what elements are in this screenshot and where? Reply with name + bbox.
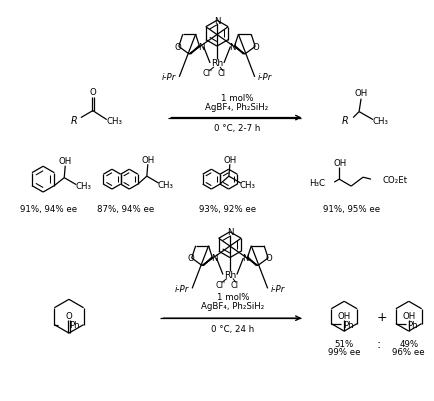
- Text: O: O: [253, 43, 260, 52]
- Text: 1 mol%: 1 mol%: [217, 292, 249, 301]
- Text: CH₃: CH₃: [158, 180, 174, 189]
- Text: +: +: [377, 310, 387, 323]
- Text: OH: OH: [402, 311, 415, 320]
- Text: 96% ee: 96% ee: [392, 348, 425, 356]
- Text: OH: OH: [59, 157, 72, 166]
- Text: Ph: Ph: [408, 320, 418, 329]
- Text: 51%: 51%: [335, 339, 354, 348]
- Text: 1 mol%: 1 mol%: [220, 94, 253, 103]
- Text: CH₃: CH₃: [373, 117, 389, 126]
- Text: H₃C: H₃C: [309, 178, 326, 187]
- Text: i-Pr: i-Pr: [257, 73, 272, 82]
- Text: i-Pr: i-Pr: [270, 284, 285, 293]
- Text: 87%, 94% ee: 87%, 94% ee: [97, 205, 154, 214]
- Text: :: :: [377, 337, 381, 350]
- Text: Cl': Cl': [203, 69, 213, 78]
- Text: 0 °C, 2-7 h: 0 °C, 2-7 h: [214, 124, 260, 133]
- Text: N: N: [198, 43, 205, 52]
- Text: N: N: [211, 254, 218, 263]
- Text: O: O: [174, 43, 181, 52]
- Text: Rh: Rh: [224, 270, 236, 279]
- Text: 0 °C, 24 h: 0 °C, 24 h: [211, 324, 254, 333]
- Text: 93%, 92% ee: 93%, 92% ee: [199, 205, 256, 214]
- Text: OH: OH: [355, 89, 368, 98]
- Text: Cl: Cl: [231, 280, 239, 289]
- Text: Ph: Ph: [69, 320, 79, 329]
- Text: OH: OH: [141, 156, 155, 164]
- Text: Ph: Ph: [343, 320, 353, 329]
- Text: Rh: Rh: [211, 59, 223, 68]
- Text: Cl': Cl': [216, 280, 226, 289]
- Text: OH: OH: [338, 311, 351, 320]
- Text: 91%, 95% ee: 91%, 95% ee: [322, 205, 380, 214]
- Text: 91%, 94% ee: 91%, 94% ee: [20, 205, 77, 214]
- Text: i-Pr: i-Pr: [162, 73, 177, 82]
- Text: O: O: [66, 311, 72, 320]
- Text: i-Pr: i-Pr: [175, 284, 189, 293]
- Text: O: O: [89, 88, 96, 97]
- Text: Cl: Cl: [218, 69, 226, 78]
- Text: N: N: [214, 17, 220, 26]
- Text: O: O: [266, 254, 273, 263]
- Text: CO₂Et: CO₂Et: [383, 175, 408, 184]
- Text: N: N: [229, 43, 236, 52]
- Text: R: R: [342, 115, 349, 125]
- Text: 99% ee: 99% ee: [328, 348, 360, 356]
- Text: R: R: [71, 115, 77, 125]
- Text: N: N: [227, 228, 233, 237]
- Text: CH₃: CH₃: [240, 180, 256, 189]
- Text: CH₃: CH₃: [75, 182, 91, 190]
- Text: OH: OH: [334, 158, 347, 167]
- Text: OH: OH: [223, 156, 237, 164]
- Text: AgBF₄, Ph₂SiH₂: AgBF₄, Ph₂SiH₂: [205, 103, 269, 112]
- Text: AgBF₄, Ph₂SiH₂: AgBF₄, Ph₂SiH₂: [201, 301, 264, 310]
- Text: O: O: [187, 254, 194, 263]
- Text: 49%: 49%: [399, 339, 418, 348]
- Text: CH₃: CH₃: [107, 117, 123, 126]
- Text: N: N: [242, 254, 249, 263]
